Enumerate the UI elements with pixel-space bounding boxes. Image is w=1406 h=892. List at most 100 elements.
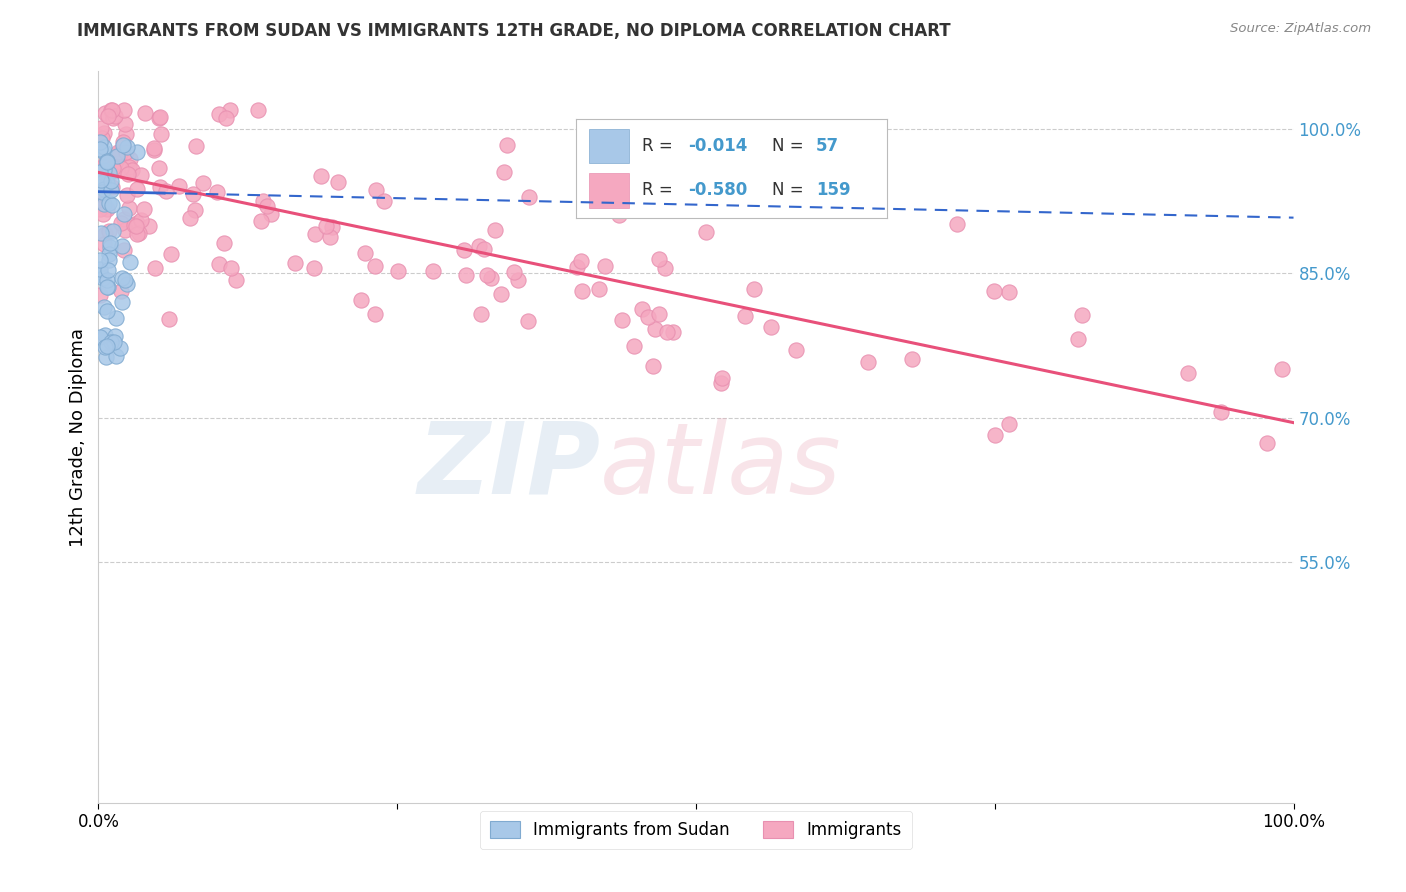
Point — [91, 176, 114, 190]
Point — [644, 322, 666, 336]
Point — [101, 180, 124, 194]
Point — [103, 334, 125, 349]
Point — [89, 186, 111, 200]
Point — [91, 270, 114, 285]
Point — [108, 147, 131, 161]
Point — [247, 103, 270, 117]
Point — [107, 149, 129, 163]
Point — [184, 202, 207, 217]
Point — [105, 311, 128, 326]
Point — [785, 343, 807, 357]
Point — [89, 134, 111, 148]
Point — [101, 198, 124, 212]
Point — [595, 259, 617, 273]
Point — [108, 342, 131, 356]
Point — [315, 219, 337, 233]
Point — [569, 253, 592, 268]
Point — [363, 307, 385, 321]
Point — [89, 261, 111, 276]
Point — [179, 211, 201, 226]
Point — [110, 270, 132, 285]
Point — [93, 140, 115, 154]
Point — [467, 239, 489, 253]
Point — [118, 160, 141, 174]
Point — [110, 161, 132, 175]
Point — [96, 202, 118, 216]
Point — [104, 109, 127, 123]
Point — [96, 280, 118, 294]
Point — [89, 191, 111, 205]
Point — [89, 142, 111, 156]
Point — [96, 154, 118, 169]
Point — [148, 161, 170, 175]
Point — [90, 120, 112, 135]
Point — [252, 194, 274, 208]
Point — [470, 308, 492, 322]
Point — [472, 242, 495, 256]
Point — [93, 182, 115, 196]
Point — [93, 340, 115, 354]
Point — [91, 185, 114, 199]
Point — [114, 223, 136, 237]
Point — [100, 103, 122, 117]
Point — [90, 226, 112, 240]
Point — [1209, 405, 1232, 419]
Point — [103, 164, 125, 178]
Point — [90, 268, 112, 282]
Point — [260, 207, 283, 221]
Point — [167, 178, 190, 193]
Point — [110, 284, 132, 298]
Point — [97, 279, 120, 293]
Point — [997, 417, 1019, 431]
Point — [98, 195, 121, 210]
Point — [1271, 362, 1294, 376]
Point — [101, 111, 124, 125]
Point — [983, 284, 1005, 298]
Point — [96, 273, 118, 287]
Point — [104, 349, 127, 363]
Point — [502, 265, 524, 279]
Point — [111, 135, 134, 149]
Point — [97, 108, 120, 122]
Point — [304, 227, 326, 242]
Point — [184, 139, 207, 153]
Point — [631, 302, 654, 317]
Point — [125, 219, 148, 233]
Point — [93, 162, 115, 177]
Point — [1256, 436, 1278, 450]
Point — [453, 243, 475, 257]
Point — [111, 295, 134, 310]
Point — [662, 325, 685, 339]
Point — [89, 183, 111, 197]
Point — [623, 339, 645, 353]
Point — [256, 198, 278, 212]
Point — [641, 359, 664, 374]
Point — [647, 252, 669, 266]
Point — [89, 135, 111, 149]
Legend: Immigrants from Sudan, Immigrants: Immigrants from Sudan, Immigrants — [479, 811, 912, 849]
Point — [309, 169, 332, 183]
Point — [89, 161, 111, 175]
Point — [96, 304, 118, 318]
Point — [150, 128, 173, 142]
Point — [94, 350, 117, 364]
Point — [127, 217, 149, 231]
Point — [250, 213, 273, 227]
Point — [129, 168, 152, 182]
Point — [302, 260, 325, 275]
Point — [89, 164, 111, 178]
Point — [103, 161, 125, 176]
Point — [115, 187, 138, 202]
Point — [734, 309, 756, 323]
Point — [319, 229, 342, 244]
Point — [127, 227, 149, 241]
Point — [578, 177, 600, 191]
Point — [321, 219, 343, 234]
Point — [181, 187, 204, 202]
Point — [219, 103, 242, 117]
Point — [193, 177, 215, 191]
Point — [98, 236, 121, 251]
Text: IMMIGRANTS FROM SUDAN VS IMMIGRANTS 12TH GRADE, NO DIPLOMA CORRELATION CHART: IMMIGRANTS FROM SUDAN VS IMMIGRANTS 12TH… — [77, 22, 950, 40]
Point — [856, 354, 879, 368]
Point — [160, 246, 183, 260]
